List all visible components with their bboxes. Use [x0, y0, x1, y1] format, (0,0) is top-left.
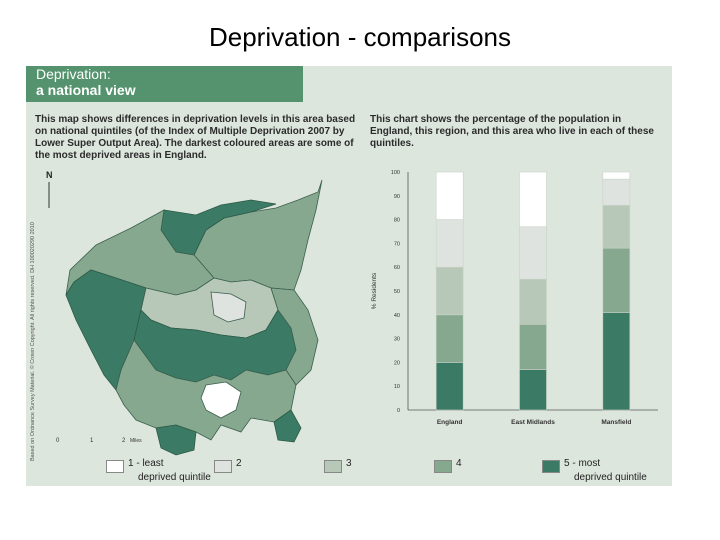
bar-segment-mansfield-q1: [602, 171, 631, 180]
legend-swatch: [106, 460, 124, 473]
header-line-1: Deprivation:: [36, 66, 111, 82]
x-tick-label: Mansfield: [601, 419, 631, 426]
y-tick-label: 90: [394, 194, 400, 200]
y-tick-label: 40: [394, 313, 400, 319]
y-tick-label: 50: [394, 289, 400, 295]
scale-label-0: 0: [56, 438, 60, 444]
copyright-notice: Based on Ordnance Survey Material. © Cro…: [30, 222, 36, 461]
bar-segment-east-midlands-q5: [519, 369, 547, 411]
y-tick-label: 20: [394, 360, 400, 366]
legend-label: 5 - most: [564, 458, 601, 469]
map-region-north: [193, 179, 323, 291]
bar-segment-east-midlands-q3: [519, 278, 547, 325]
bar-segment-england-q5: [435, 362, 464, 411]
y-tick-label: 30: [394, 337, 400, 343]
stacked-bar-chart: 0 10 20 30 40 50 60 70 80 90 100 % Residents England…: [371, 170, 658, 426]
bar-segment-mansfield-q3: [602, 205, 631, 249]
bar-segment-east-midlands-q1: [519, 171, 547, 228]
legend-swatch: [214, 460, 232, 473]
bar-segment-east-midlands-q2: [519, 226, 547, 280]
bar-segment-england-q3: [435, 266, 464, 316]
bar-segment-england-q4: [435, 314, 464, 363]
chart-description: This chart shows the percentage of the p…: [370, 114, 654, 149]
y-tick-label: 100: [391, 170, 400, 176]
bar-segment-mansfield-q5: [602, 312, 631, 411]
y-axis-title: % Residents: [371, 272, 378, 309]
bar-segment-mansfield-q2: [602, 178, 631, 206]
y-tick-label: 10: [394, 384, 400, 390]
map-region-least-deprived: [200, 381, 242, 419]
legend-label: 1 - least: [128, 458, 164, 469]
legend-label: 3: [346, 458, 352, 469]
y-tick-label: 60: [394, 265, 400, 271]
y-tick-label: 0: [397, 408, 400, 414]
map-description: This map shows differences in deprivatio…: [35, 114, 356, 161]
y-tick-label: 80: [394, 218, 400, 224]
map-region-southeast: [273, 409, 302, 443]
legend-swatch: [542, 460, 560, 473]
x-tick-label: England: [437, 419, 463, 426]
map-region-center-light: [210, 291, 247, 323]
legend-sublabel: deprived quintile: [574, 472, 647, 483]
legend-swatch: [434, 460, 452, 473]
legend-sublabel: deprived quintile: [138, 472, 211, 483]
bar-segment-east-midlands-q4: [519, 324, 547, 370]
map-region-southwest-2: [155, 424, 197, 456]
slide-title: Deprivation - comparisons: [208, 22, 511, 52]
north-label: N: [46, 170, 53, 180]
scale-label-unit: Miles: [130, 438, 142, 444]
scale-label-1: 1: [90, 438, 94, 444]
legend-label: 4: [456, 458, 462, 469]
area-map: N 0 1 2 Miles: [46, 170, 323, 456]
scale-label-2: 2: [122, 438, 126, 444]
y-tick-label: 70: [394, 241, 400, 247]
bar-segment-england-q2: [435, 219, 464, 268]
legend-label: 2: [236, 458, 242, 469]
header-line-2: a national view: [36, 82, 136, 98]
legend-swatch: [324, 460, 342, 473]
bar-segment-mansfield-q4: [602, 247, 631, 313]
x-tick-label: East Midlands: [511, 419, 555, 426]
infographic-panel: Deprivation: a national view This map sh…: [26, 66, 672, 486]
bar-segment-england-q1: [435, 171, 464, 220]
panel-header: Deprivation: a national view: [26, 66, 303, 102]
